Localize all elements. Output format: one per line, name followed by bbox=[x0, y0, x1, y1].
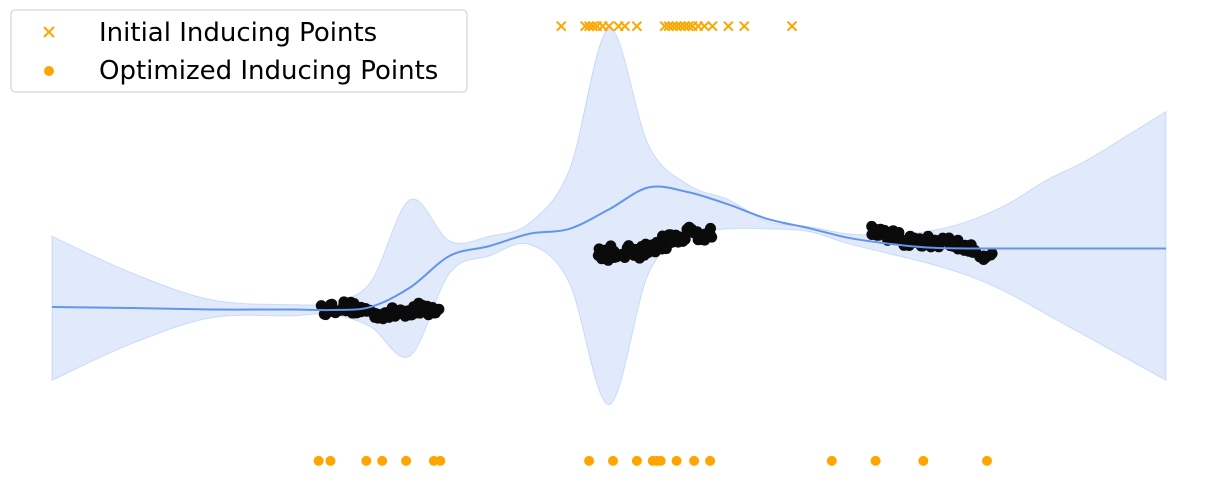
predictive-mean-line bbox=[51, 185, 1166, 312]
legend: Initial Inducing Points Optimized Induci… bbox=[10, 9, 468, 93]
optimized-inducing-point bbox=[377, 455, 388, 466]
data-point bbox=[986, 248, 998, 259]
plot-area bbox=[51, 21, 1167, 466]
optimized-inducing-point bbox=[918, 455, 929, 466]
initial-inducing-point bbox=[556, 21, 567, 32]
initial-inducing-point bbox=[671, 21, 682, 32]
initial-inducing-point bbox=[619, 21, 631, 32]
optimized-inducing-point bbox=[982, 455, 992, 466]
optimized-inducing-point bbox=[655, 455, 666, 466]
initial-inducing-point bbox=[679, 21, 690, 32]
legend-initial-marker bbox=[43, 26, 55, 38]
optimized-inducing-point bbox=[689, 455, 700, 466]
optimized-inducing-point bbox=[584, 455, 595, 466]
optimized-inducing-point bbox=[608, 455, 618, 466]
initial-inducing-point bbox=[583, 21, 595, 32]
legend-frame bbox=[10, 9, 468, 93]
data-point bbox=[678, 232, 690, 244]
initial-inducing-point bbox=[786, 21, 798, 32]
optimized-inducing-point bbox=[631, 455, 642, 466]
optimized-inducing-point bbox=[401, 455, 412, 466]
initial-inducing-point bbox=[723, 21, 734, 32]
initial-inducing-point bbox=[739, 21, 750, 32]
optimized-inducing-point bbox=[325, 455, 336, 466]
initial-inducing-point bbox=[675, 21, 686, 32]
legend-optimized-label: Optimized Inducing Points bbox=[99, 56, 438, 86]
optimized-inducing-point bbox=[826, 455, 837, 466]
initial-inducing-point bbox=[579, 21, 591, 32]
data-point bbox=[705, 222, 716, 234]
data-point bbox=[433, 303, 445, 315]
legend-optimized-marker bbox=[44, 66, 54, 76]
initial-inducing-point bbox=[699, 21, 710, 32]
legend-initial-label: Initial Inducing Points bbox=[99, 18, 377, 48]
optimized-inducing-point bbox=[435, 455, 446, 466]
data-point bbox=[706, 231, 718, 243]
optimized-inducing-point bbox=[705, 455, 716, 466]
initial-inducing-point bbox=[603, 21, 615, 32]
initial-inducing-point bbox=[659, 21, 670, 32]
optimized-inducing-point bbox=[361, 455, 372, 466]
initial-inducing-point bbox=[683, 21, 694, 32]
initial-inducing-point bbox=[707, 21, 718, 32]
optimized-inducing-point bbox=[870, 455, 881, 466]
initial-inducing-point bbox=[663, 21, 674, 32]
optimized-inducing-point bbox=[671, 455, 682, 466]
initial-inducing-point bbox=[587, 21, 599, 32]
initial-inducing-point bbox=[667, 21, 678, 32]
initial-inducing-point bbox=[631, 21, 643, 32]
optimized-inducing-point bbox=[313, 455, 324, 466]
